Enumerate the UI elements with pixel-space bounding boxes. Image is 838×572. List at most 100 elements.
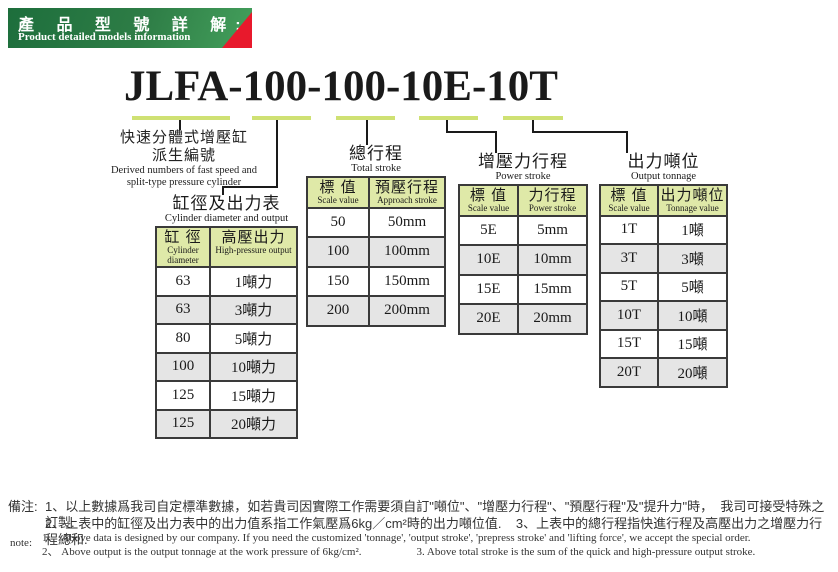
table-cell: 3噸力 (209, 296, 296, 323)
connector-line (446, 131, 497, 133)
table-row: 100 100mm (308, 236, 444, 266)
table-row: 1T 1噸 (601, 216, 726, 243)
table-row: 200 200mm (308, 295, 444, 325)
table-cell: 10T (616, 306, 642, 323)
table-row: 63 3噸力 (157, 294, 296, 323)
table-cell: 20噸 (657, 359, 726, 386)
table-row: 5T 5噸 (601, 271, 726, 300)
table-cell: 15噸 (657, 330, 726, 357)
header-zh: 標 值 (610, 187, 648, 204)
table-body: 1T 1噸 3T 3噸 5T 5噸 10T 10噸 15T 15噸 20T 20噸 (601, 216, 726, 386)
connector-line (222, 186, 278, 188)
derived-label-en-1: Derived numbers of fast speed and (110, 165, 258, 176)
table-row: 63 1噸力 (157, 268, 296, 295)
table-row: 15T 15噸 (601, 328, 726, 357)
output-tonnage-table: 標 值 Scale value 出力噸位 Tonnage value 1T 1噸 3… (599, 184, 728, 388)
table-cell: 3噸 (657, 245, 726, 272)
table-title-zh: 總行程 (349, 144, 403, 163)
table-cell: 15T (616, 335, 642, 352)
table-cell: 200 (326, 302, 350, 319)
cylinder-output-table-group: 缸徑及出力表 Cylinder diameter and output 缸 徑 … (155, 195, 298, 439)
cylinder-output-table: 缸 徑 Cylinder diameter 高壓出力 High-pressure… (155, 226, 298, 439)
table-row: 125 20噸力 (157, 408, 296, 437)
header-en: Approach stroke (377, 195, 437, 205)
connector-line (495, 131, 497, 153)
banner-title-zh: 產 品 型 號 詳 解: (18, 17, 250, 34)
table-cell: 3T (620, 249, 638, 266)
model-segment-underline (503, 116, 563, 120)
table-cell: 15mm (517, 275, 586, 303)
table-cell: 5噸 (657, 273, 726, 300)
table-header-row: 標 值 Scale value 力行程 Power stroke (460, 186, 586, 217)
table-title-en: Output tonnage (630, 171, 697, 182)
table-header-cell: 高壓出力 High-pressure output (209, 228, 296, 266)
connector-line (222, 186, 224, 195)
table-cell: 125 (171, 415, 195, 432)
table-title-zh: 增壓力行程 (478, 152, 568, 171)
table-cell: 125 (171, 386, 195, 403)
notes-en-line-2: 2、 Above output is the output tonnage at… (42, 546, 756, 558)
table-header-row: 缸 徑 Cylinder diameter 高壓出力 High-pressure… (157, 228, 296, 268)
table-row: 100 10噸力 (157, 351, 296, 380)
table-cell: 15E (476, 280, 501, 297)
model-segment-underline (252, 116, 311, 120)
table-row: 150 150mm (308, 265, 444, 295)
header-en: High-pressure output (215, 245, 292, 255)
notes-zh-label: 備注: (8, 499, 38, 514)
table-cell: 80 (175, 329, 191, 346)
table-title-en: Power stroke (495, 171, 551, 182)
header-zh: 缸 徑 (164, 229, 202, 246)
header-en: Power stroke (528, 203, 577, 213)
table-row: 125 15噸力 (157, 380, 296, 409)
table-title-en: Cylinder diameter and output (164, 213, 289, 224)
table-row: 80 5噸力 (157, 323, 296, 352)
table-cell: 10E (476, 251, 501, 268)
power-stroke-table: 標 值 Scale value 力行程 Power stroke 5E 5mm 10… (458, 184, 588, 335)
notes-en-line-1: 1、 Above data is designed by our company… (42, 532, 751, 544)
model-number: JLFA-100-100-10E-10T (124, 63, 558, 110)
table-cell: 50mm (368, 208, 444, 236)
table-cell: 100mm (368, 238, 444, 266)
table-header-cell: 標 值 Scale value (601, 186, 657, 215)
connector-line (366, 120, 368, 145)
notes-zh-line-2: 2、上表中的缸徑及出力表中的出力值系指工作氣壓爲6kg／cm²時的出力噸位值. … (45, 516, 823, 547)
table-body: 63 1噸力 63 3噸力 80 5噸力 100 10噸力 125 15噸力 125 20噸力 (157, 268, 296, 437)
table-cell: 1T (620, 221, 638, 238)
table-cell: 1噸力 (209, 268, 296, 295)
table-cell: 10噸力 (209, 353, 296, 380)
notes-zh-line-1: 1、以上數據爲我司自定標準數據，如若貴司因實際工作需要須自訂"噸位"、"增壓力行… (45, 499, 825, 530)
table-cell: 20E (476, 310, 501, 327)
table-header-cell: 預壓行程 Approach stroke (368, 178, 444, 207)
header-zh: 高壓出力 (221, 229, 286, 246)
table-title-zh: 出力噸位 (627, 152, 700, 171)
total-stroke-table: 標 值 Scale value 預壓行程 Approach stroke 50 5… (306, 176, 446, 327)
table-cell: 5T (620, 278, 638, 295)
header-en: Scale value (467, 203, 510, 213)
derived-numbers-label: 快速分體式增壓缸 派生編號 Derived numbers of fast sp… (88, 129, 280, 189)
table-cell: 150mm (368, 267, 444, 295)
derived-label-zh-1: 快速分體式增壓缸 (119, 129, 248, 146)
model-segment-underline (419, 116, 478, 120)
table-cell: 20噸力 (209, 410, 296, 437)
table-cell: 63 (175, 301, 191, 318)
connector-line (626, 131, 628, 153)
table-cell: 1噸 (657, 216, 726, 243)
table-row: 15E 15mm (460, 273, 586, 303)
header-en: Tonnage value (666, 203, 719, 213)
table-cell: 5E (480, 221, 497, 238)
table-cell: 100 (171, 358, 195, 375)
connector-line (446, 120, 448, 133)
header-zh: 力行程 (528, 187, 577, 204)
table-cell: 20mm (517, 305, 586, 333)
table-header-cell: 標 值 Scale value (460, 186, 517, 215)
header-en: Scale value (608, 203, 650, 213)
table-cell: 5mm (517, 216, 586, 244)
header-en: Cylinder diameter (167, 245, 199, 265)
table-cell: 63 (175, 272, 191, 289)
output-tonnage-table-group: 出力噸位 Output tonnage 標 值 Scale value 出力噸位… (599, 153, 728, 388)
model-segment-underline (336, 116, 395, 120)
table-row: 50 50mm (308, 208, 444, 236)
connector-line (179, 120, 181, 130)
total-stroke-table-group: 總行程 Total stroke 標 值 Scale value 預壓行程 Ap… (306, 145, 446, 327)
